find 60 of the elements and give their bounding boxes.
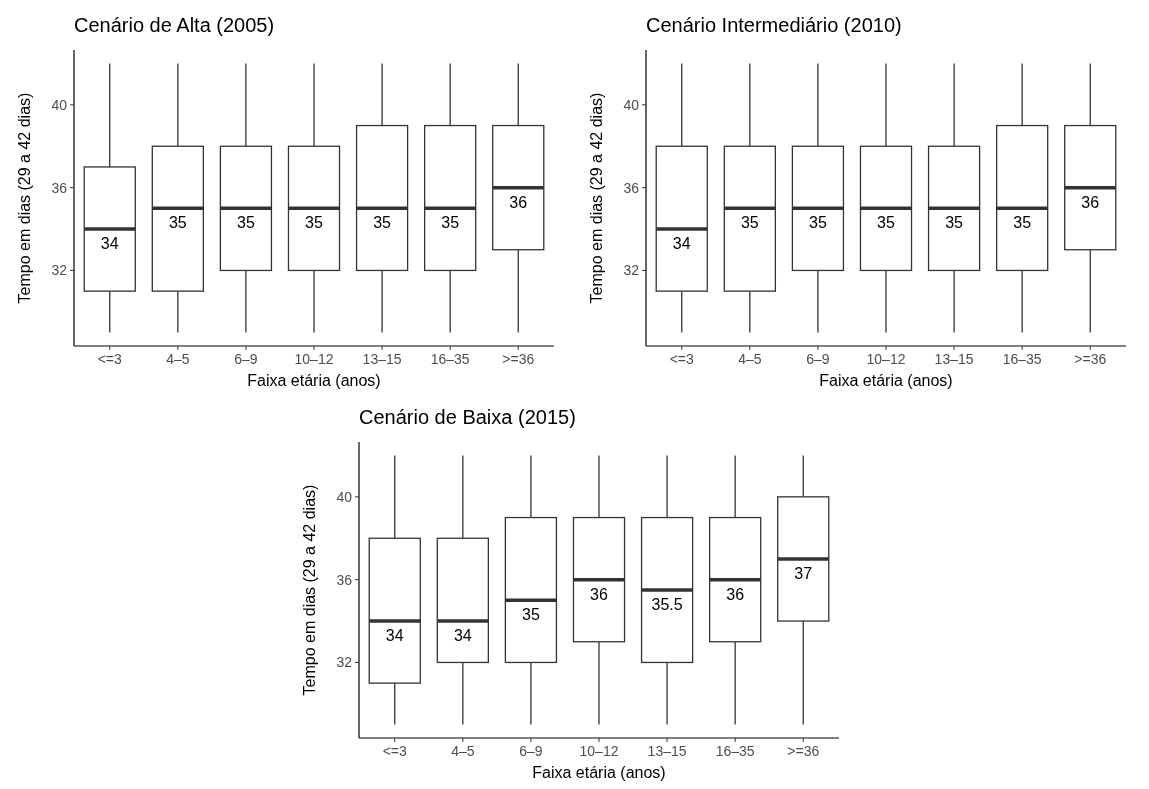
text: 35: [237, 214, 255, 232]
x-tick-label: 10–12: [294, 351, 334, 367]
x-axis-title: Faixa etária (anos): [819, 372, 953, 389]
x-tick-label: 4–5: [166, 351, 190, 367]
x-tick-label: >=36: [1074, 351, 1107, 367]
text: 35: [877, 214, 895, 232]
text: 34: [385, 627, 404, 645]
chart-title: Cenário de Baixa (2015): [359, 406, 576, 428]
text: 37: [794, 564, 813, 582]
x-tick-label: 10–12: [579, 743, 619, 759]
text: 35: [168, 214, 187, 232]
x-tick-label: 13–15: [362, 351, 402, 367]
x-tick-label: 13–15: [647, 743, 687, 759]
x-tick-label: 4–5: [451, 743, 475, 759]
y-tick-label: 32: [336, 654, 353, 671]
text: 36: [590, 585, 608, 603]
text: 35: [305, 214, 323, 232]
x-tick-label: 6–9: [806, 351, 830, 367]
x-tick-label: <=3: [669, 351, 695, 367]
y-tick-label: 40: [336, 488, 353, 505]
y-tick-label: 32: [623, 262, 640, 279]
chart-title: Cenário de Alta (2005): [74, 14, 275, 36]
x-tick-label: >=36: [787, 743, 820, 759]
text: 35: [945, 214, 963, 232]
y-axis-title: Tempo em dias (29 a 42 dias): [301, 484, 318, 696]
y-tick-label: 36: [623, 179, 640, 196]
x-tick-label: 16–35: [1002, 351, 1042, 367]
y-tick-label: 32: [51, 262, 68, 279]
text: 35.5: [651, 596, 683, 613]
text: 35: [809, 214, 827, 232]
x-tick-label: 10–12: [866, 351, 906, 367]
text: 36: [726, 585, 745, 603]
text: 35: [522, 606, 540, 624]
text: 36: [1081, 193, 1100, 211]
x-axis-title: Faixa etária (anos): [532, 764, 666, 781]
x-tick-label: 16–35: [430, 351, 470, 367]
x-tick-label: <=3: [97, 351, 123, 367]
x-axis-title: Faixa etária (anos): [247, 372, 381, 389]
x-tick-label: <=3: [382, 743, 408, 759]
text: 35: [441, 214, 460, 232]
x-tick-label: 6–9: [234, 351, 258, 367]
text: 34: [100, 235, 119, 253]
y-tick-label: 36: [336, 571, 353, 588]
y-axis-title: Tempo em dias (29 a 42 dias): [588, 92, 605, 304]
x-tick-label: 16–35: [715, 743, 755, 759]
chart-title: Cenário Intermediário (2010): [646, 14, 902, 36]
x-tick-label: >=36: [502, 351, 535, 367]
y-tick-label: 40: [623, 96, 640, 113]
x-tick-label: 6–9: [519, 743, 543, 759]
y-axis-title: Tempo em dias (29 a 42 dias): [16, 92, 33, 304]
text: 35: [1013, 214, 1032, 232]
y-tick-label: 36: [51, 179, 68, 196]
text: 35: [740, 214, 759, 232]
x-tick-label: 13–15: [934, 351, 974, 367]
y-tick-label: 40: [51, 96, 68, 113]
text: 36: [509, 193, 528, 211]
text: 34: [453, 627, 472, 645]
x-tick-label: 4–5: [738, 351, 762, 367]
text: 34: [672, 235, 691, 253]
text: 35: [373, 214, 391, 232]
